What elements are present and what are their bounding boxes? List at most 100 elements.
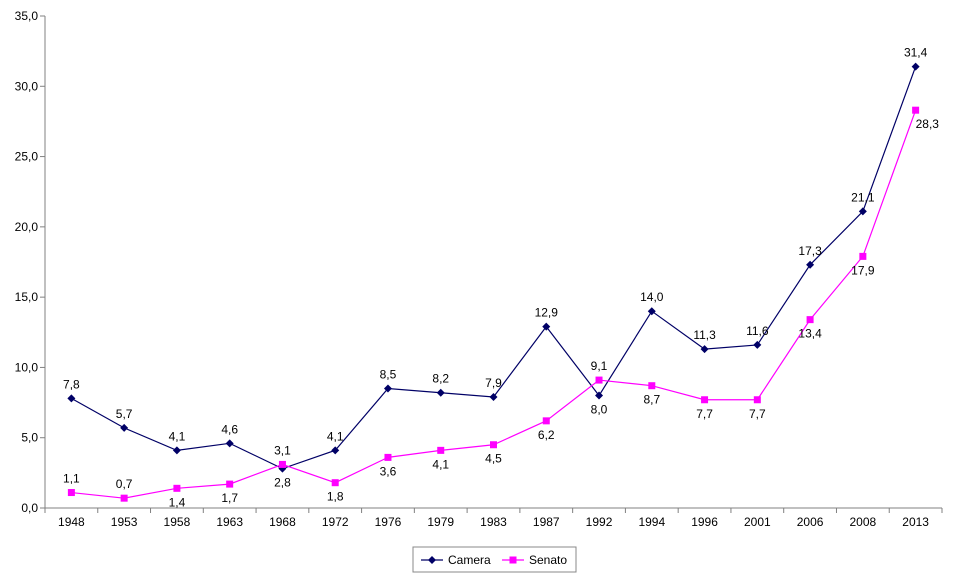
x-tick-label: 1996: [691, 515, 718, 529]
y-tick-label: 0,0: [21, 501, 38, 515]
x-tick-label: 1994: [638, 515, 665, 529]
x-tick-label: 1968: [269, 515, 296, 529]
x-tick-label: 1958: [164, 515, 191, 529]
data-label-senato: 7,7: [749, 407, 766, 421]
data-label-camera: 2,8: [274, 476, 291, 490]
series-line-camera: [71, 66, 917, 470]
data-labels: 7,8 5,7 4,1 4,6 2,8 4,1 8,5 8,2 7,9 12,9 8,0 14,0 11…: [63, 46, 939, 510]
data-point-senato: [384, 453, 392, 461]
data-point-camera: [753, 340, 762, 349]
data-point-camera: [647, 307, 656, 316]
data-label-camera: 4,6: [221, 422, 238, 436]
x-tick-label: 2013: [902, 515, 929, 529]
data-point-senato: [437, 446, 445, 454]
data-point-camera: [858, 207, 867, 216]
data-label-senato: 4,5: [485, 452, 502, 466]
x-tick-label: 1992: [586, 515, 613, 529]
data-label-camera: 17,3: [798, 244, 822, 258]
data-label-camera: 5,7: [116, 407, 133, 421]
data-label-camera: 31,4: [904, 46, 928, 60]
legend-label-senato: Senato: [529, 553, 567, 567]
data-point-camera: [436, 388, 445, 397]
x-tick-label: 1987: [533, 515, 560, 529]
data-point-camera: [542, 322, 551, 331]
data-point-camera: [225, 439, 234, 448]
data-label-senato: 1,8: [327, 490, 344, 504]
x-tick-label: 1972: [322, 515, 349, 529]
y-tick-label: 30,0: [15, 79, 39, 93]
x-tick-label: 1983: [480, 515, 507, 529]
data-point-camera: [120, 423, 129, 432]
legend-marker-camera: [428, 556, 436, 564]
data-label-camera: 11,6: [746, 324, 769, 338]
x-tick-label: 2001: [744, 515, 771, 529]
axes: 0,0 5,0 10,0 15,0 20,0 25,0 30,0 35,0 1948 1953 19…: [15, 9, 943, 529]
x-tick-label: 1976: [375, 515, 402, 529]
data-point-camera: [595, 391, 604, 400]
data-label-camera: 8,5: [380, 368, 397, 382]
data-point-senato: [226, 480, 234, 488]
data-label-senato: 28,3: [916, 117, 940, 131]
x-tick-label: 1953: [111, 515, 138, 529]
data-point-camera: [489, 392, 498, 401]
data-label-senato: 3,6: [380, 464, 397, 478]
data-point-senato: [595, 376, 603, 384]
data-point-camera: [383, 384, 392, 393]
data-point-senato: [490, 441, 497, 449]
legend-marker-senato: [509, 556, 517, 564]
x-tick-label: 2008: [850, 515, 877, 529]
data-label-senato: 1,1: [63, 472, 80, 486]
data-point-camera: [911, 62, 920, 71]
legend: Camera Senato: [412, 546, 577, 573]
legend-label-camera: Camera: [448, 553, 491, 567]
y-tick-label: 20,0: [15, 220, 39, 234]
data-label-senato: 3,1: [274, 443, 291, 457]
data-label-camera: 11,3: [693, 328, 716, 342]
data-point-senato: [648, 382, 656, 390]
data-point-camera: [331, 446, 340, 455]
data-label-senato: 6,2: [538, 428, 555, 442]
data-point-senato: [173, 484, 181, 492]
data-label-camera: 4,1: [169, 429, 186, 443]
data-point-senato: [278, 460, 286, 468]
data-label-senato: 8,7: [643, 393, 660, 407]
data-point-camera: [806, 260, 815, 269]
y-tick-label: 35,0: [15, 9, 39, 23]
data-label-camera: 4,1: [327, 429, 344, 443]
data-point-senato: [806, 316, 814, 324]
data-label-senato: 13,4: [798, 327, 822, 341]
data-label-senato: 1,7: [221, 491, 238, 505]
data-point-camera: [67, 394, 76, 403]
data-label-senato: 9,1: [591, 359, 608, 373]
data-label-camera: 12,9: [535, 306, 559, 320]
y-tick-label: 15,0: [15, 290, 39, 304]
data-label-camera: 21,1: [851, 190, 875, 204]
data-label-camera: 8,0: [591, 403, 608, 417]
x-tick-label: 1948: [58, 515, 85, 529]
y-tick-label: 5,0: [21, 431, 38, 445]
x-tick-label: 1963: [216, 515, 243, 529]
data-label-camera: 8,2: [432, 372, 449, 386]
data-label-camera: 7,9: [485, 376, 502, 390]
y-tick-label: 25,0: [15, 150, 39, 164]
data-label-camera: 14,0: [640, 290, 664, 304]
data-label-senato: 7,7: [696, 407, 713, 421]
data-point-camera: [172, 446, 181, 455]
data-point-senato: [912, 106, 920, 114]
series-layer: [67, 62, 920, 502]
y-tick-label: 10,0: [15, 360, 39, 374]
series-line-senato: [71, 109, 917, 499]
data-point-senato: [542, 417, 550, 425]
data-label-senato: 0,7: [116, 477, 133, 491]
data-label-senato: 1,4: [169, 495, 186, 509]
data-label-camera: 7,8: [63, 377, 80, 391]
data-point-senato: [67, 489, 75, 497]
data-point-senato: [859, 252, 867, 260]
x-tick-label: 1979: [427, 515, 454, 529]
data-point-senato: [331, 479, 339, 487]
data-point-senato: [120, 494, 128, 502]
data-label-senato: 17,9: [851, 263, 875, 277]
data-point-camera: [700, 345, 709, 354]
x-tick-label: 2006: [797, 515, 824, 529]
